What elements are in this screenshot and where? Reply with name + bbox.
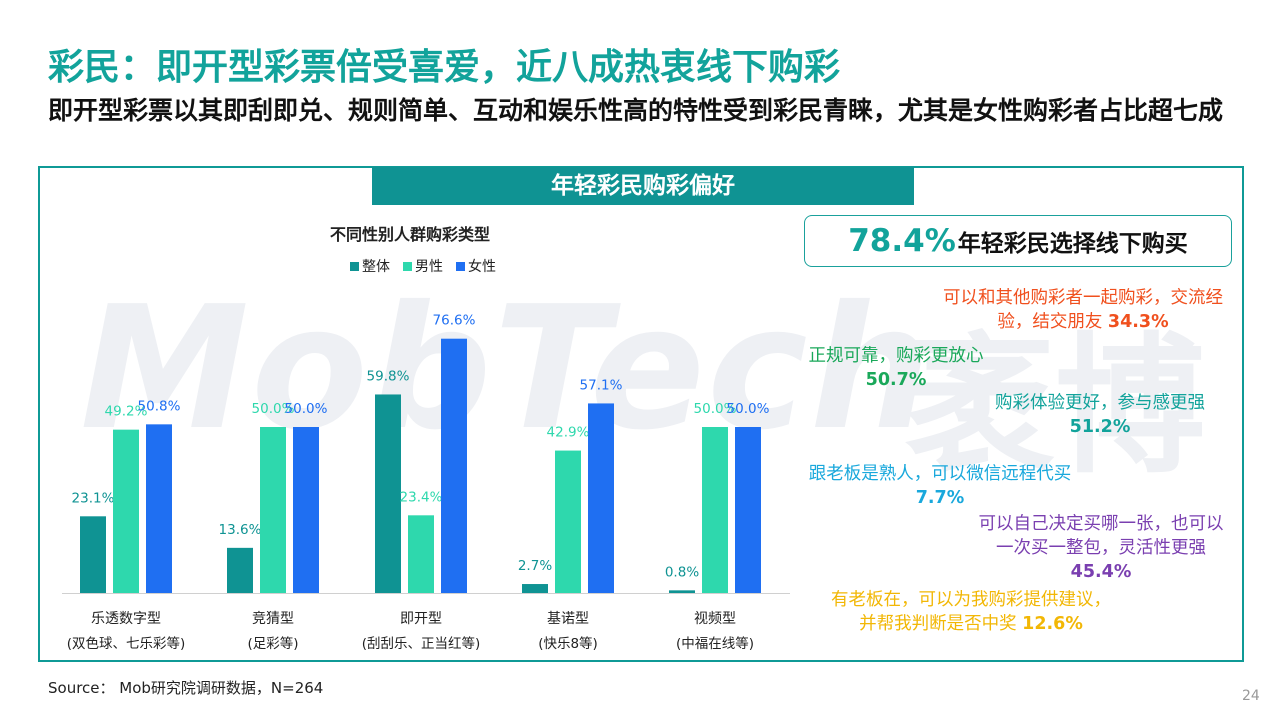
category-sublabel-2: (刮刮乐、正当红等) (362, 635, 481, 652)
watermark: MobTech (80, 270, 933, 468)
data-label-0-1: 49.2% (105, 404, 148, 420)
section-banner: 年轻彩民购彩偏好 (372, 167, 914, 205)
category-label-0: 乐透数字型 (91, 611, 161, 627)
legend-swatch-2 (456, 262, 465, 271)
page-title: 彩民：即开型彩票倍受喜爱，近八成热衷线下购彩 (48, 47, 841, 88)
category-sublabel-1: (足彩等) (247, 635, 298, 652)
bar-0-1 (113, 429, 139, 593)
reason-6-value: 12.6% (1022, 614, 1083, 634)
category-label-3: 基诺型 (547, 610, 589, 627)
reason-2-line1: 正规可靠，购彩更放心 (808, 346, 984, 366)
legend-swatch-1 (403, 262, 412, 271)
kpi-box: 78.4% 年轻彩民选择线下购买 (804, 215, 1232, 267)
bar-4-1 (702, 427, 728, 593)
bar-1-0 (227, 547, 253, 593)
reason-1-line2: 验，结交朋友 (997, 312, 1108, 332)
reason-3-line1: 购彩体验更好，参与感更强 (995, 393, 1205, 413)
data-label-2-2: 76.6% (433, 313, 476, 329)
reason-1-value: 34.3% (1107, 312, 1169, 332)
data-label-3-1: 42.9% (547, 425, 590, 441)
bar-1-1 (260, 427, 286, 593)
bar-3-2 (588, 403, 614, 593)
data-label-4-2: 50.0% (727, 401, 770, 417)
data-label-0-0: 23.1% (72, 490, 115, 506)
bar-3-0 (522, 584, 548, 593)
reason-4-value: 7.7% (915, 488, 965, 508)
bar-1-2 (293, 427, 319, 593)
category-sublabel-0: (双色球、七乐彩等) (67, 635, 186, 652)
reason-1-line1: 可以和其他购彩者一起购彩，交流经 (943, 288, 1223, 308)
kpi-label: 年轻彩民选择线下购买 (957, 231, 1188, 257)
data-label-3-2: 57.1% (580, 377, 623, 393)
reason-2-value: 50.7% (865, 370, 927, 390)
legend-label-0: 整体 (362, 259, 390, 275)
reason-note-3: 购彩体验更好，参与感更强 51.2% (960, 391, 1240, 439)
data-label-4-1: 50.0% (694, 401, 737, 417)
data-label-2-1: 23.4% (400, 489, 443, 505)
reason-note-6: 有老板在，可以为我购彩提供建议， 并帮我判断是否中奖 12.6% (806, 588, 1136, 636)
reason-3-value: 51.2% (1069, 417, 1131, 437)
reason-note-5: 可以自己决定买哪一张，也可以 一次买一整包，灵活性更强 45.4% (956, 512, 1246, 584)
legend-label-2: 女性 (468, 258, 496, 275)
page-subtitle: 即开型彩票以其即刮即兑、规则简单、互动和娱乐性高的特性受到彩民青睐，尤其是女性购… (48, 96, 1224, 125)
kpi-value: 78.4% (848, 223, 956, 259)
bar-0-0 (80, 516, 106, 593)
data-label-1-0: 13.6% (219, 522, 262, 538)
data-label-1-2: 50.0% (285, 401, 328, 417)
bar-2-2 (441, 338, 467, 593)
bar-4-0 (669, 590, 695, 593)
reason-6-line1: 有老板在，可以为我购彩提供建议， (831, 590, 1111, 610)
category-label-2: 即开型 (400, 611, 442, 627)
data-label-4-0: 0.8% (665, 564, 699, 580)
bar-2-1 (408, 515, 434, 593)
chart-title: 不同性别人群购彩类型 (330, 225, 491, 244)
bar-0-2 (146, 424, 172, 593)
reason-note-1: 可以和其他购彩者一起购彩，交流经 验，结交朋友 34.3% (918, 286, 1248, 334)
data-label-2-0: 59.8% (367, 368, 410, 384)
reason-note-4: 跟老板是熟人，可以微信远程代买 7.7% (790, 462, 1090, 510)
category-sublabel-4: (中福在线等) (676, 635, 754, 652)
data-label-0-2: 50.8% (138, 398, 181, 414)
reason-5-value: 45.4% (1070, 562, 1132, 582)
legend-label-1: 男性 (415, 259, 443, 275)
source-note: Source： Mob研究院调研数据，N=264 (48, 679, 324, 697)
data-label-3-0: 2.7% (518, 558, 552, 574)
bar-2-0 (375, 394, 401, 593)
reason-5-line2: 一次买一整包，灵活性更强 (996, 538, 1206, 558)
reason-6-line2: 并帮我判断是否中奖 (859, 614, 1023, 634)
category-label-1: 竞猜型 (252, 610, 294, 627)
reason-4-line1: 跟老板是熟人，可以微信远程代买 (808, 464, 1072, 484)
page-number: 24 (1242, 688, 1260, 704)
legend-swatch-0 (350, 262, 359, 271)
data-label-1-1: 50.0% (252, 401, 295, 417)
category-sublabel-3: (快乐8等) (538, 635, 598, 652)
reason-note-2: 正规可靠，购彩更放心 50.7% (796, 344, 996, 392)
bar-3-1 (555, 450, 581, 593)
reason-5-line1: 可以自己决定买哪一张，也可以 (978, 514, 1224, 534)
bar-4-2 (735, 427, 761, 593)
category-label-4: 视频型 (694, 611, 736, 627)
watermark-cn: 袤博 (905, 320, 1206, 494)
